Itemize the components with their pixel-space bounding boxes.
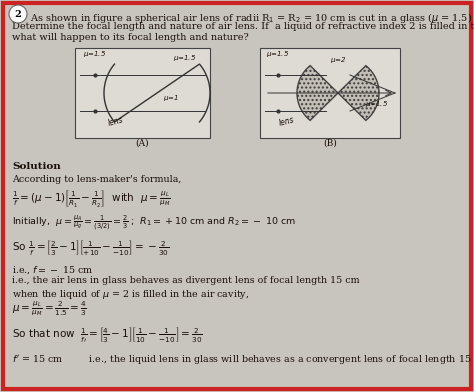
- Text: Initially,  $\mu = \frac{\mu_A}{\mu_g} = \frac{1}{(3/2)} = \frac{2}{3}$ ;  $R_1 : Initially, $\mu = \frac{\mu_A}{\mu_g} = …: [12, 214, 296, 234]
- Text: As shown in figure a spherical air lens of radii R$_1$ = R$_2$ = 10 cm is cut in: As shown in figure a spherical air lens …: [30, 11, 474, 25]
- FancyBboxPatch shape: [75, 48, 210, 138]
- Text: $\frac{1}{f} = (\mu - 1)\left[\frac{1}{R_1} - \frac{1}{R_2}\right]$  with  $\mu : $\frac{1}{f} = (\mu - 1)\left[\frac{1}{R…: [12, 188, 171, 209]
- Text: $\mu$=1.5: $\mu$=1.5: [173, 53, 196, 63]
- Text: Determine the focal length and nature of air lens. If  a liquid of refractive in: Determine the focal length and nature of…: [12, 22, 474, 31]
- Text: $\mu$=1: $\mu$=1: [163, 93, 179, 103]
- Text: i.e., the air lens in glass behaves as divergent lens of focal length 15 cm: i.e., the air lens in glass behaves as d…: [12, 276, 360, 285]
- Circle shape: [9, 5, 27, 23]
- Text: i.e., $f = -$ 15 cm: i.e., $f = -$ 15 cm: [12, 264, 94, 276]
- Text: $\mu$=2: $\mu$=2: [330, 55, 346, 65]
- Text: So that now  $\frac{1}{f\prime} = \left[\frac{4}{3} - 1\right]\left[\frac{1}{10}: So that now $\frac{1}{f\prime} = \left[\…: [12, 325, 203, 344]
- Text: $\mu$=1.5: $\mu$=1.5: [83, 49, 106, 59]
- Text: lens: lens: [278, 115, 296, 128]
- FancyBboxPatch shape: [260, 48, 400, 138]
- Text: 2: 2: [15, 9, 21, 18]
- Text: what will happen to its focal length and nature?: what will happen to its focal length and…: [12, 33, 249, 42]
- Text: Solution: Solution: [12, 162, 61, 171]
- Text: $\mu$=1.5: $\mu$=1.5: [365, 99, 388, 109]
- Text: (B): (B): [323, 139, 337, 148]
- Text: $f'$ = 15 cm         i.e., the liquid lens in glass will behaves as a convergent: $f'$ = 15 cm i.e., the liquid lens in gl…: [12, 353, 474, 366]
- Text: So $\frac{1}{f} = \left[\frac{2}{3} - 1\right]\left[\frac{1}{+10} - \frac{1}{-10: So $\frac{1}{f} = \left[\frac{2}{3} - 1\…: [12, 238, 169, 257]
- Text: According to lens-maker's formula,: According to lens-maker's formula,: [12, 175, 182, 184]
- Text: lens: lens: [107, 115, 125, 128]
- Text: (A): (A): [136, 139, 149, 148]
- Text: when the liquid of $\mu$ = 2 is filled in the air cavity,: when the liquid of $\mu$ = 2 is filled i…: [12, 288, 249, 301]
- Text: $\mu$=1.5: $\mu$=1.5: [266, 49, 289, 59]
- Text: $\mu = \frac{\mu_L}{\mu_M} = \frac{2}{1.5} = \frac{4}{3}$: $\mu = \frac{\mu_L}{\mu_M} = \frac{2}{1.…: [12, 300, 87, 318]
- Polygon shape: [297, 65, 379, 120]
